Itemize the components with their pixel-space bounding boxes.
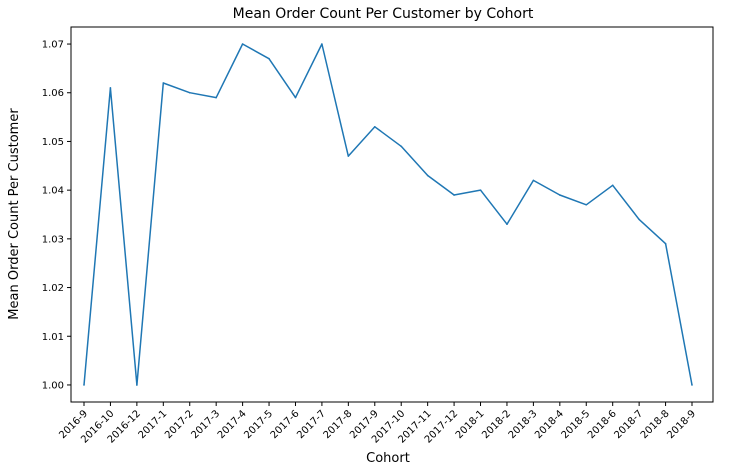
- y-tick-label: 1.04: [42, 186, 64, 197]
- data-point: [664, 242, 667, 245]
- data-point: [691, 384, 693, 386]
- chart-title: Mean Order Count Per Customer by Cohort: [233, 6, 534, 22]
- data-point: [321, 43, 323, 45]
- data-point: [83, 384, 85, 386]
- data-point: [268, 57, 270, 60]
- data-point: [532, 179, 535, 182]
- data-point: [294, 96, 297, 99]
- data-point: [109, 87, 112, 89]
- data-point: [188, 91, 191, 94]
- data-point: [585, 203, 588, 206]
- y-tick-label: 1.05: [42, 137, 64, 148]
- data-point: [559, 194, 561, 196]
- data-point: [453, 194, 455, 196]
- data-point: [506, 223, 508, 226]
- y-axis-label: Mean Order Count Per Customer: [7, 108, 22, 320]
- data-point: [373, 126, 376, 128]
- x-axis: 2016-92016-102016-122017-12017-22017-320…: [57, 402, 698, 446]
- data-point: [426, 174, 429, 177]
- data-point: [400, 145, 403, 148]
- series-points: [83, 43, 693, 386]
- data-point: [162, 82, 165, 84]
- y-tick-label: 1.03: [42, 234, 64, 245]
- series-line: [83, 43, 693, 386]
- y-tick-label: 1.02: [42, 283, 64, 294]
- x-axis-label: Cohort: [366, 451, 410, 466]
- data-point: [241, 43, 244, 45]
- plot-area: [70, 26, 714, 403]
- y-axis: 1.00 1.01 1.02 1.03 1.04 1.05 1.06 1.07: [42, 40, 71, 391]
- x-tick-label: 2018-9: [665, 408, 698, 441]
- data-point: [638, 218, 640, 221]
- y-tick-label: 1.07: [42, 40, 64, 51]
- y-tick-label: 1.00: [42, 380, 64, 391]
- y-tick-label: 1.06: [42, 88, 64, 99]
- data-point: [215, 96, 217, 99]
- y-tick-label: 1.01: [42, 332, 64, 343]
- data-point: [136, 384, 138, 386]
- data-point: [479, 189, 482, 191]
- data-point: [347, 155, 350, 157]
- data-point: [611, 184, 614, 187]
